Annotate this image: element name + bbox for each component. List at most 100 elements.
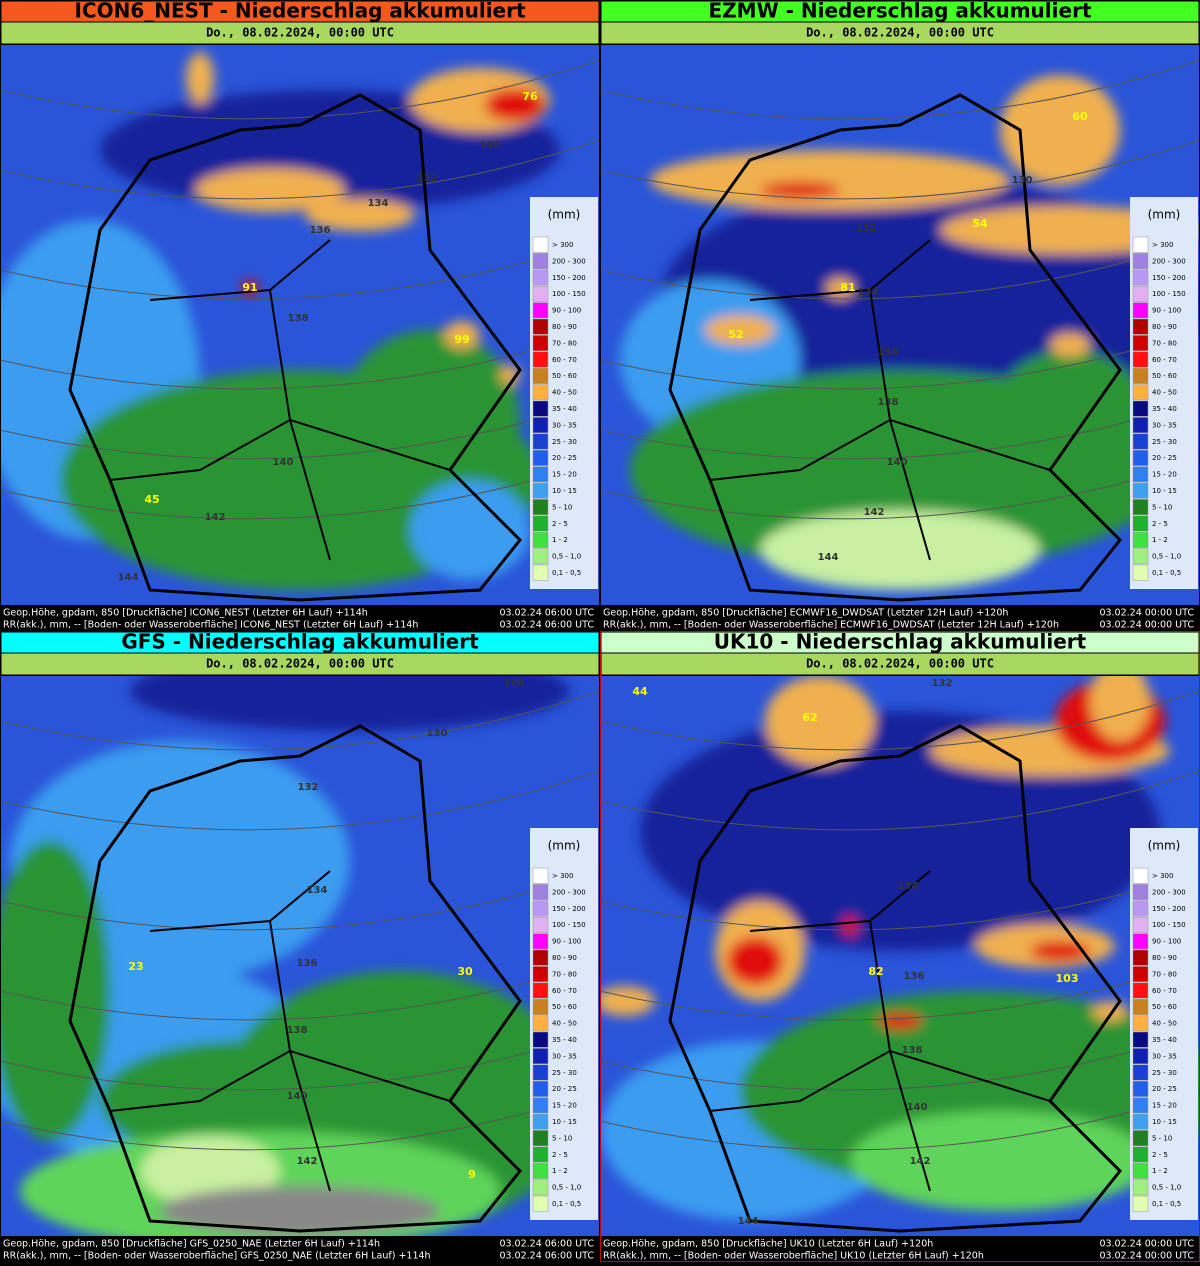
max-value-label: 45: [144, 493, 159, 506]
legend-swatch: [1132, 482, 1149, 499]
precip-area: [600, 986, 655, 1016]
legend-swatch: [1132, 1162, 1149, 1179]
footer-text: Geop.Höhe, gpdam, 850 [Druckfläche] ICON…: [3, 608, 368, 619]
legend-swatch: [1132, 531, 1149, 548]
footer-bar: [0, 606, 600, 631]
legend-label: 40 - 50: [552, 389, 577, 397]
legend-unit: (mm): [548, 839, 581, 853]
legend-label: 5 - 10: [552, 1134, 572, 1142]
legend-label: 80 - 90: [552, 323, 577, 331]
state-border: [109, 239, 451, 561]
precip-area: [195, 168, 345, 212]
legend-swatch: [532, 884, 549, 901]
footer-text: Geop.Höhe, gpdam, 850 [Druckfläche] ECMW…: [603, 608, 1008, 619]
legend-swatch: [532, 384, 549, 401]
legend-label: 40 - 50: [1152, 1020, 1177, 1028]
geopotential-contour: [600, 329, 1200, 390]
geopotential-contour: [0, 870, 600, 931]
precip-area: [727, 937, 783, 985]
legend-label: 90 - 100: [1152, 938, 1181, 946]
footer-text: Geop.Höhe, gpdam, 850 [Druckfläche] UK10…: [603, 1239, 933, 1250]
geopotential-contour: [0, 59, 600, 120]
legend-swatch: [1132, 916, 1149, 933]
contour-label: 132: [856, 223, 877, 234]
legend-label: 2 - 5: [552, 520, 568, 528]
legend-swatch: [1132, 367, 1149, 384]
legend-swatch: [532, 499, 549, 516]
geopotential-contour: [0, 770, 600, 831]
legend-swatch: [532, 1064, 549, 1081]
footer-date: 03.02.24 06:00 UTC: [499, 608, 594, 619]
legend-label: 25 - 30: [1152, 438, 1177, 446]
legend-label: 50 - 60: [552, 372, 577, 380]
contour-label: 140: [907, 1102, 928, 1113]
legend-label: 70 - 80: [1152, 970, 1177, 978]
legend-label: 35 - 40: [552, 405, 577, 413]
legend-swatch: [532, 351, 549, 368]
panel-title: UK10 - Niederschlag akkumuliert: [714, 630, 1087, 654]
max-value-label: 9: [468, 1168, 476, 1181]
footer-text: RR(akk.), mm, -- [Boden- oder Wasserober…: [603, 1251, 984, 1262]
legend-label: 20 - 25: [552, 1085, 577, 1093]
footer-date: 03.02.24 06:00 UTC: [499, 620, 594, 631]
contour-label: 144: [118, 572, 139, 583]
legend-swatch: [532, 1113, 549, 1130]
legend-label: 100 - 150: [552, 290, 586, 298]
panel-frame: [0, 0, 600, 631]
precip-area: [1030, 941, 1090, 961]
legend-swatch: [1132, 949, 1149, 966]
max-value-label: 30: [457, 965, 473, 978]
footer-bar: [600, 606, 1200, 631]
footer-text: RR(akk.), mm, -- [Boden- oder Wasserober…: [3, 1251, 431, 1262]
legend-swatch: [1132, 1179, 1149, 1196]
map: 128 130 132 134 23 136 30 138 140 142 9: [0, 676, 600, 1236]
legend-swatch: [1132, 285, 1149, 302]
legend-swatch: [1132, 998, 1149, 1015]
legend-label: 35 - 40: [552, 1036, 577, 1044]
footer-date: 03.02.24 06:00 UTC: [499, 1251, 594, 1262]
legend-label: 60 - 70: [1152, 987, 1177, 995]
legend-swatch: [1132, 548, 1149, 565]
legend-swatch: [532, 933, 549, 950]
contour-label: 138: [878, 397, 899, 408]
geopotential-contour: [600, 59, 1200, 120]
legend-swatch: [532, 482, 549, 499]
legend-swatch: [532, 1195, 549, 1212]
map: 44 132 62 134 136 103 82 138 140 142 144: [600, 676, 1200, 1236]
legend-swatch: [532, 400, 549, 417]
panel-title: ICON6_NEST - Niederschlag akkumuliert: [74, 0, 526, 23]
precip-area: [650, 150, 1010, 210]
map: 76 130 132 134 136 91 138 99 140 45 142 144: [0, 45, 600, 605]
geopotential-contour: [600, 870, 1200, 931]
legend-label: 10 - 15: [1152, 487, 1177, 495]
legend-label: 90 - 100: [552, 938, 581, 946]
legend-swatch: [1132, 433, 1149, 450]
contour-label: 136: [904, 971, 925, 982]
footer-bar: [0, 1237, 600, 1262]
geopotential-contour: [600, 960, 1200, 1021]
legend-swatch: [1132, 900, 1149, 917]
legend-label: 5 - 10: [1152, 1134, 1172, 1142]
precip-area: [1092, 1001, 1128, 1021]
model-panel: ICON6_NEST - Niederschlag akkumuliert Do.…: [0, 0, 600, 631]
legend-swatch: [1132, 1031, 1149, 1048]
legend-swatch: [1132, 564, 1149, 581]
contour-label: 140: [887, 457, 908, 468]
max-value-label: 103: [1056, 972, 1079, 985]
legend-swatch: [532, 916, 549, 933]
legend-label: 100 - 150: [1152, 290, 1186, 298]
legend-label: 0,1 - 0,5: [1152, 1200, 1181, 1208]
legend-swatch: [1132, 449, 1149, 466]
contour-label: 134: [858, 287, 879, 298]
geopotential-contour: [0, 690, 600, 751]
legend-label: 20 - 25: [1152, 454, 1177, 462]
legend-label: 1 - 2: [552, 1167, 568, 1175]
legend-swatch: [1132, 982, 1149, 999]
footer-date: 03.02.24 00:00 UTC: [1099, 1239, 1194, 1250]
legend-label: 10 - 15: [1152, 1118, 1177, 1126]
legend-swatch: [1132, 1195, 1149, 1212]
legend-swatch: [1132, 269, 1149, 286]
geopotential-contour: [0, 960, 600, 1021]
footer-date: 03.02.24 00:00 UTC: [1099, 608, 1194, 619]
